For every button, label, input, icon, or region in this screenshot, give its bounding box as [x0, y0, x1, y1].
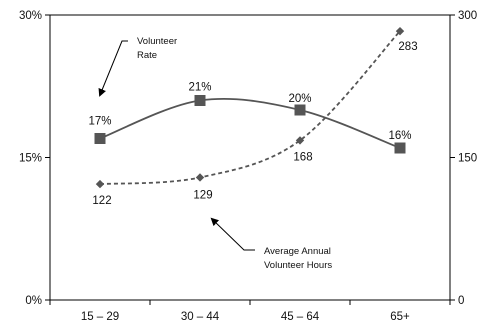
x-tick-label-1: 30 – 44 [181, 311, 220, 323]
annotation-0-arrow [98, 40, 128, 97]
series-0-data-label-2: 20% [288, 93, 311, 105]
x-tick-label-0: 15 – 29 [81, 311, 119, 323]
series-0-point-0 [94, 133, 106, 144]
annotation-1-line-0: Average Annual [264, 246, 331, 257]
series-1-data-label-1: 129 [193, 189, 212, 201]
annotation-0-line-1: Rate [137, 50, 157, 61]
series-0-data-label-3: 16% [388, 130, 411, 142]
series-0-point-3 [394, 142, 406, 154]
y-left-tick-label-0: 0% [25, 295, 42, 307]
y-right-tick-label-0: 0 [458, 295, 464, 307]
annotation-1-arrow [210, 217, 255, 251]
axes-layer: 0% 15% 30% 0 150 300 15 – 29 30 – 44 45 – 64 65+ [19, 10, 477, 323]
series-1-point-3 [395, 26, 405, 36]
series-1-data-label-3: 283 [398, 41, 417, 53]
x-tick-label-3: 65+ [390, 311, 410, 323]
annotation-1-line-1: Volunteer Hours [264, 260, 332, 271]
series-1-data-label-0: 122 [92, 195, 111, 207]
series-1-point-1 [195, 173, 205, 182]
series-0-point-1 [194, 95, 206, 106]
y-left-tick-label-2: 30% [19, 10, 42, 22]
series-1-line [99, 30, 401, 185]
y-right-tick-label-1: 150 [458, 153, 477, 165]
series-0-point-2 [294, 104, 306, 116]
series-0-data-label-0: 17% [88, 116, 111, 128]
y-right-tick-label-2: 300 [458, 10, 477, 22]
series-0-data-label-1: 21% [188, 82, 211, 94]
series-1-point-2 [295, 136, 305, 145]
annotation-layer: Volunteer Rate Average Annual Volunteer Hou… [98, 36, 332, 271]
series-1-data-label-2: 168 [293, 151, 312, 163]
series-0-line [99, 97, 401, 149]
plot-frame [49, 14, 451, 301]
label-layer: 17% 21% 20% 16% 122 129 168 283 [88, 41, 417, 207]
x-tick-label-2: 45 – 64 [281, 311, 320, 323]
series-layer [94, 26, 406, 189]
series-1-point-0 [95, 179, 105, 189]
y-left-tick-label-1: 15% [19, 153, 42, 165]
annotation-0-line-0: Volunteer [137, 36, 177, 47]
